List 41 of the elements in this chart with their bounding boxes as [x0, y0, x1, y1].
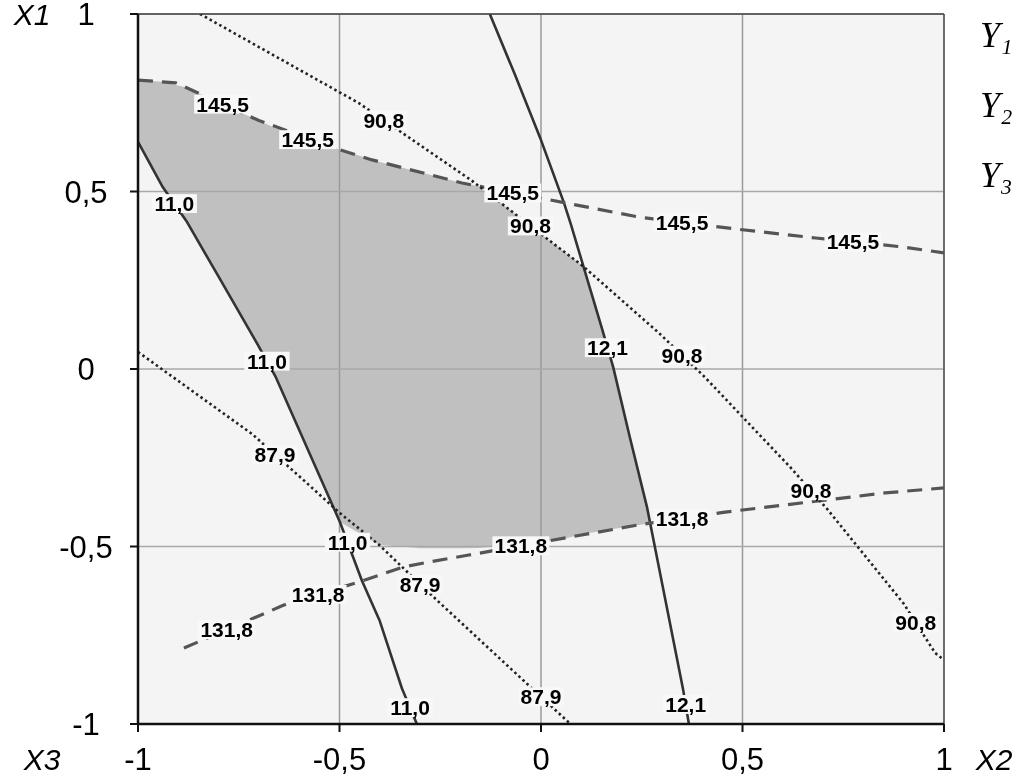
annotation: 87,9 — [254, 443, 296, 467]
annotation: 12,1 — [587, 336, 629, 360]
x-tick-label: -0,5 — [312, 742, 367, 776]
annotation: 90,8 — [363, 108, 405, 132]
text: Y₃ — [980, 155, 1013, 195]
line-series — [138, 350, 572, 724]
annotation: 11,0 — [390, 696, 430, 720]
y-tick-label: 0,5 — [64, 174, 108, 210]
x-tick-label: 0 — [532, 742, 550, 776]
x-axis-title: X2 — [974, 743, 1013, 776]
x-tick-label: 0,5 — [720, 742, 765, 776]
annotation: 90,8 — [895, 611, 937, 635]
line-series — [198, 14, 944, 662]
annotation: 131,8 — [200, 618, 254, 642]
annotation: 87,9 — [399, 572, 441, 596]
annotation: 11,0 — [327, 530, 368, 554]
y-tick-label: 1 — [77, 0, 95, 33]
text: Y₁ — [980, 15, 1013, 55]
y-tick-label: 0 — [77, 352, 95, 388]
annotation: 145,5 — [826, 230, 880, 254]
annotation: 90,8 — [790, 479, 832, 503]
y-tick-label: -1 — [72, 707, 100, 743]
annotation: 12,1 — [665, 693, 707, 717]
annotation: 131,8 — [291, 582, 345, 606]
text: X3 — [22, 743, 61, 776]
annotation: 145,5 — [196, 92, 250, 116]
annotation: 11,0 — [154, 192, 195, 216]
annotation: 11,0 — [247, 349, 287, 373]
annotation: 131,8 — [494, 534, 548, 558]
annotation: 131,8 — [655, 507, 709, 531]
y-axis-title: X1 — [12, 0, 51, 31]
y-tick-label: -0,5 — [59, 529, 113, 565]
annotation: 90,8 — [661, 343, 703, 367]
annotation: 145,5 — [486, 181, 540, 205]
annotation: 145,5 — [281, 128, 335, 152]
annotation: 90,8 — [510, 214, 552, 238]
x-tick-label: 1 — [935, 742, 953, 776]
annotation: 145,5 — [655, 210, 709, 234]
x-tick-label: -1 — [124, 742, 152, 776]
annotation: 87,9 — [520, 685, 562, 709]
text: Y₂ — [980, 85, 1013, 125]
